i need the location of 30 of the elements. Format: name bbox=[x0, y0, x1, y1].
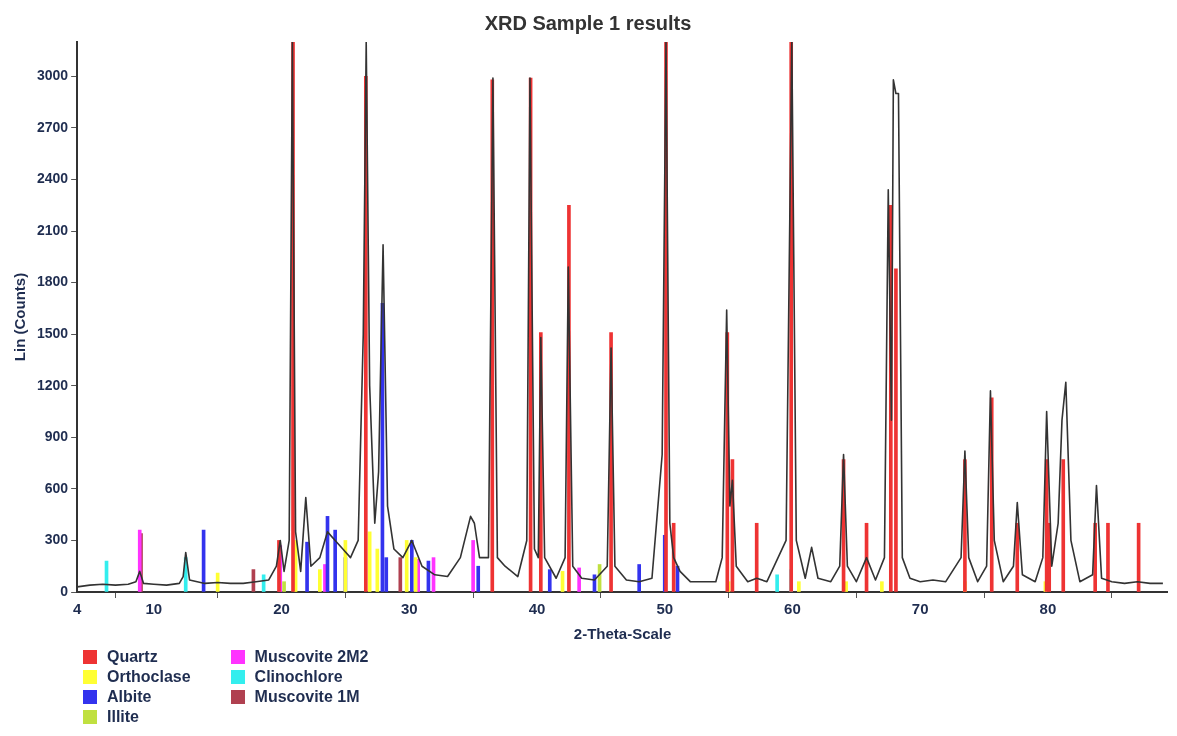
x-tick-label: 80 bbox=[1039, 600, 1057, 618]
x-tick-label: 50 bbox=[656, 600, 674, 618]
y-tick-label: 300 bbox=[44, 531, 69, 548]
x-tick-label: 20 bbox=[273, 600, 290, 618]
x-tick-label: 60 bbox=[784, 600, 801, 618]
x-tick-label: 10 bbox=[145, 600, 163, 618]
x-tick-label: 40 bbox=[528, 600, 546, 618]
y-tick-label: 1800 bbox=[36, 273, 69, 290]
legend-label: Quartz bbox=[107, 648, 158, 666]
x-tick-label: 4 bbox=[72, 600, 82, 618]
y-tick-label: 2400 bbox=[36, 170, 69, 187]
x-axis-title: 2-Theta-Scale bbox=[573, 625, 672, 643]
legend-label: Clinochlore bbox=[254, 668, 343, 686]
y-tick-label: 2700 bbox=[36, 118, 69, 135]
y-tick-label: 3000 bbox=[36, 67, 69, 84]
legend-label: Illite bbox=[107, 708, 140, 726]
y-tick-label: 1200 bbox=[36, 376, 69, 393]
legend-label: Orthoclase bbox=[107, 668, 191, 686]
legend-label: Albite bbox=[107, 688, 152, 706]
y-tick-label: 900 bbox=[44, 428, 69, 445]
y-tick-label: 600 bbox=[44, 479, 69, 496]
y-tick-label: 2100 bbox=[36, 221, 69, 238]
legend-label: Muscovite 1M bbox=[254, 688, 360, 706]
legend-label: Muscovite 2M2 bbox=[254, 648, 369, 666]
x-tick-label: 30 bbox=[400, 600, 418, 618]
y-tick-label: 0 bbox=[60, 582, 69, 599]
y-tick-label: 1500 bbox=[36, 325, 69, 342]
x-tick-label: 70 bbox=[911, 600, 929, 618]
y-axis-title: Lin (Counts) bbox=[11, 272, 29, 362]
chart-title: XRD Sample 1 results bbox=[484, 11, 692, 34]
